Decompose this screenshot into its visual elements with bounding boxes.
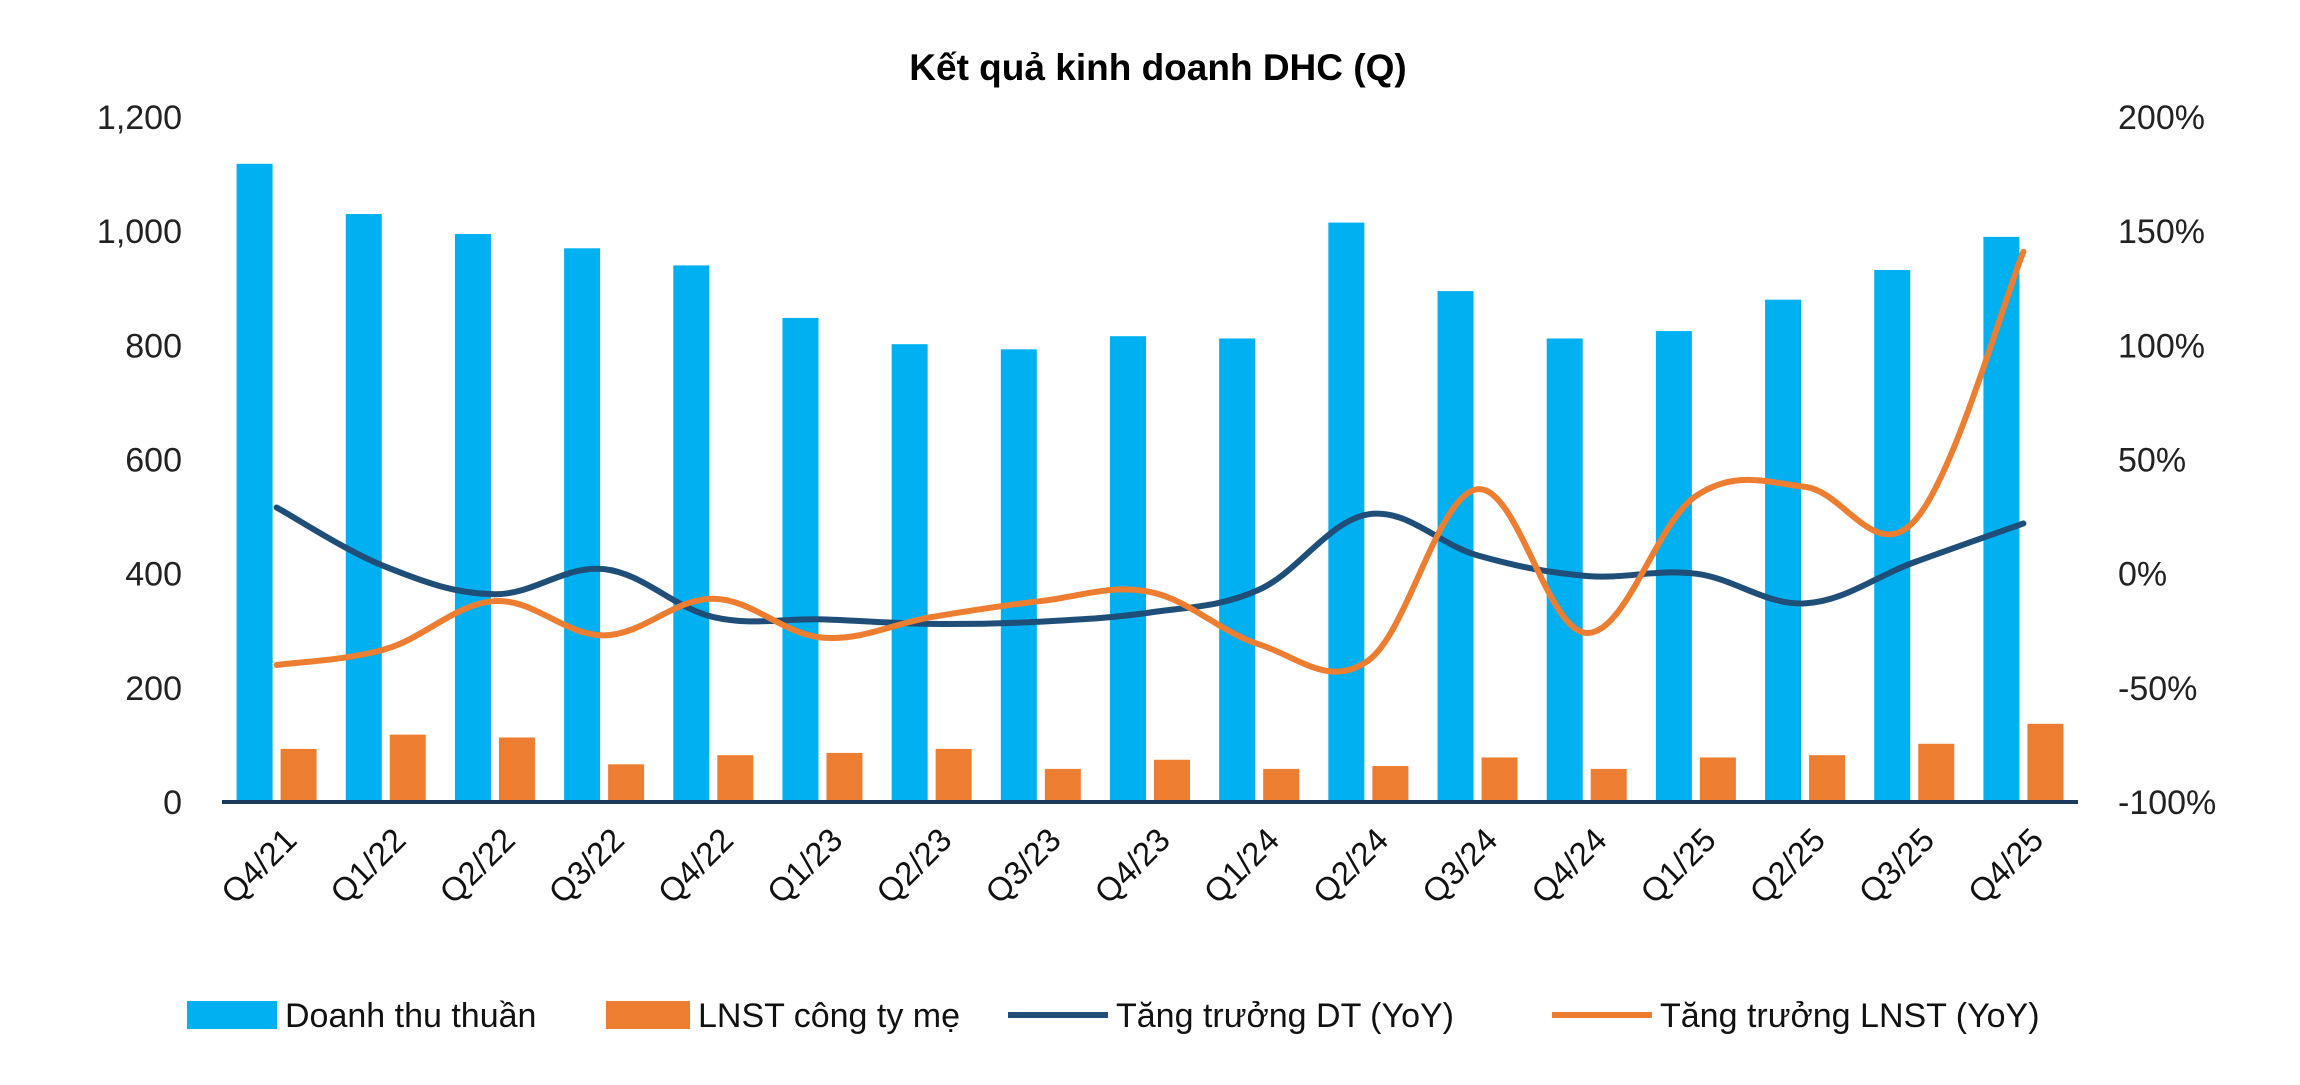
right-axis: -100% -50% 0% 50% 100% 150% 200%	[2118, 99, 2216, 822]
revenue-bar	[1000, 349, 1037, 802]
legend-profit-label: LNST công ty mẹ	[698, 997, 960, 1035]
profit-bar	[1154, 759, 1190, 802]
revenue-bar	[1655, 331, 1692, 802]
profit-bar	[1372, 766, 1409, 802]
profit-bar	[1481, 757, 1518, 802]
right-tick-label: 200%	[2118, 99, 2205, 137]
right-tick-label: 100%	[2118, 327, 2205, 365]
x-tick-label: Q4/21	[214, 821, 304, 911]
x-tick-label: Q2/23	[869, 821, 959, 911]
right-tick-label: -50%	[2118, 670, 2197, 708]
revenue-bar	[564, 248, 601, 802]
left-axis: 0 200 400 600 800 1,000 1,200	[97, 99, 182, 822]
bars	[236, 163, 2064, 803]
right-tick-label: -100%	[2118, 784, 2216, 822]
revenue-growth-line	[273, 504, 2027, 628]
revenue-bar	[1110, 336, 1146, 802]
x-tick-label: Q4/24	[1524, 821, 1614, 911]
x-tick-label: Q1/24	[1196, 821, 1286, 911]
revenue-bar	[1219, 338, 1256, 802]
legend-revenue-growth-label: Tăng trưởng DT (YoY)	[1116, 997, 1454, 1035]
x-tick-label: Q1/22	[323, 821, 413, 911]
profit-bar	[935, 748, 972, 802]
left-tick-label: 0	[163, 784, 182, 822]
left-tick-label: 200	[125, 670, 182, 708]
right-tick-label: 50%	[2118, 442, 2186, 480]
profit-bar	[1918, 743, 1955, 802]
profit-bar	[1809, 755, 1846, 802]
profit-bar	[1590, 768, 1627, 802]
profit-bar	[498, 737, 535, 802]
profit-bar	[826, 752, 863, 802]
revenue-bar	[1983, 236, 2020, 802]
chart-title: Kết quả kinh doanh DHC (Q)	[909, 47, 1406, 88]
x-tick-label: Q1/25	[1633, 821, 1723, 911]
revenue-bar	[1765, 299, 1802, 802]
right-tick-label: 150%	[2118, 213, 2205, 251]
x-tick-label: Q3/23	[978, 821, 1068, 911]
legend: Doanh thu thuần LNST công ty mẹ Tăng trưởn…	[187, 997, 2040, 1035]
profit-bar	[1044, 768, 1081, 802]
x-tick-label: Q3/22	[541, 821, 631, 911]
legend-revenue-swatch	[187, 1001, 277, 1029]
revenue-bar	[1328, 222, 1365, 802]
x-tick-label: Q3/24	[1415, 821, 1505, 911]
profit-growth-line	[273, 248, 2027, 675]
legend-revenue-label: Doanh thu thuần	[285, 997, 536, 1035]
profit-bar	[717, 755, 754, 802]
left-tick-label: 1,200	[97, 99, 182, 137]
revenue-bar	[891, 344, 928, 802]
right-tick-label: 0%	[2118, 556, 2167, 594]
x-tick-label: Q2/22	[432, 821, 522, 911]
revenue-bar	[236, 163, 273, 802]
x-tick-label: Q3/25	[1851, 821, 1941, 911]
x-tick-label: Q2/25	[1742, 821, 1832, 911]
left-tick-label: 1,000	[97, 213, 182, 251]
revenue-bar	[782, 317, 819, 802]
left-tick-label: 600	[125, 442, 182, 480]
revenue-bar	[673, 265, 710, 803]
x-tick-label: Q4/25	[1961, 821, 2051, 911]
x-tick-label: Q1/23	[760, 821, 850, 911]
lines	[273, 248, 2027, 675]
revenue-bar	[345, 214, 382, 802]
legend-profit-swatch	[606, 1001, 690, 1029]
left-tick-label: 800	[125, 327, 182, 365]
profit-bar	[280, 748, 317, 802]
revenue-bar	[454, 234, 491, 803]
left-tick-label: 400	[125, 556, 182, 594]
profit-bar	[389, 734, 426, 802]
profit-bar	[1263, 768, 1300, 802]
legend-profit-growth-label: Tăng trưởng LNST (YoY)	[1660, 997, 2040, 1035]
x-tick-label: Q4/22	[651, 821, 741, 911]
profit-bar	[2027, 723, 2064, 802]
x-tick-label: Q4/23	[1087, 821, 1177, 911]
x-axis: Q4/21 Q1/22 Q2/22 Q3/22 Q4/22 Q1/23 Q2/23 Q3/23…	[214, 821, 2051, 911]
x-tick-label: Q2/24	[1306, 821, 1396, 911]
profit-bar	[1699, 757, 1736, 802]
profit-bar	[608, 764, 645, 802]
